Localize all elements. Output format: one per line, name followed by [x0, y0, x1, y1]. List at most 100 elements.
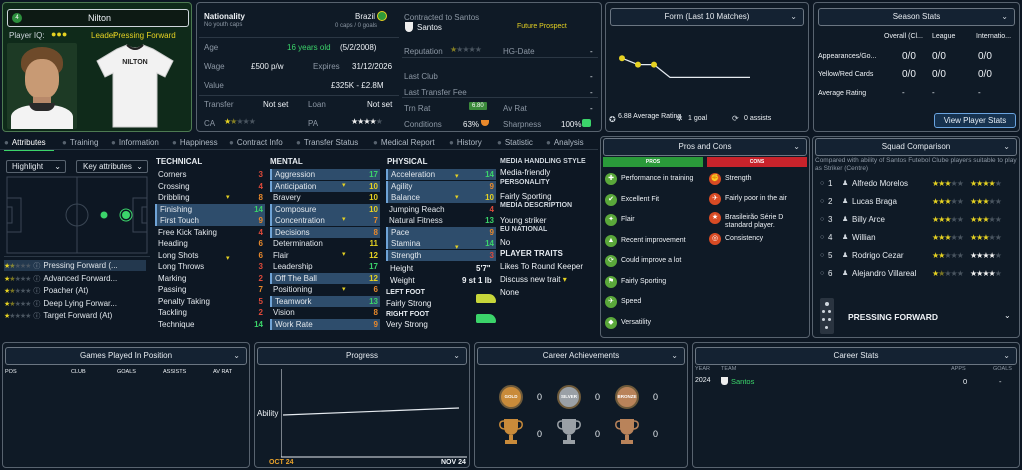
- tab-medical-report[interactable]: ● Medical Report: [373, 138, 435, 147]
- attribute-pace[interactable]: Pace 9: [386, 226, 496, 238]
- attribute-technique[interactable]: Technique 14: [158, 319, 263, 329]
- attribute-positioning[interactable]: Positioning 6: [273, 285, 378, 294]
- role-row[interactable]: ★★★★★ ⓘ Advanced Forward...: [4, 273, 146, 284]
- career-stats-header[interactable]: Career Stats ⌄: [695, 347, 1017, 365]
- season-header[interactable]: Season Stats ⌄: [818, 8, 1015, 26]
- attribute-heading[interactable]: Heading 6: [158, 239, 263, 248]
- achievements-header[interactable]: Career Achievements ⌄: [477, 347, 685, 365]
- pros-cons-header[interactable]: Pros and Cons ⌄: [603, 138, 807, 156]
- tab-transfer-status[interactable]: ● Transfer Status: [296, 138, 359, 147]
- attribute-long-throws[interactable]: Long Throws 3: [158, 262, 263, 271]
- stats-team[interactable]: Santos: [731, 377, 755, 386]
- form-header[interactable]: Form (Last 10 Matches) ⌄: [610, 8, 804, 26]
- attribute-determination[interactable]: Determination 11: [273, 239, 378, 248]
- attribute-flair[interactable]: Flair 12: [273, 250, 378, 260]
- col-apps: APPS: [951, 366, 966, 372]
- info-icon[interactable]: ⓘ: [33, 263, 41, 270]
- left-boot-icon: [476, 294, 496, 303]
- conditions-icon: [481, 120, 489, 126]
- player-name-bar[interactable]: 4 Nilton: [7, 9, 189, 27]
- attribute-strength[interactable]: Strength 3: [386, 249, 496, 261]
- club-name[interactable]: Santos: [417, 23, 442, 32]
- view-player-stats-button[interactable]: View Player Stats: [934, 113, 1016, 128]
- pro-icon: ✈: [605, 296, 617, 308]
- squad-row[interactable]: ○ 1 ♟ Alfredo Morelos ★★★★★ ★★★★★: [820, 176, 1014, 191]
- last-club-label: Last Club: [404, 72, 438, 81]
- attribute-finishing[interactable]: Finishing 14: [155, 203, 265, 215]
- attribute-anticipation[interactable]: Anticipation 10: [270, 180, 380, 192]
- tab-training[interactable]: ● Training: [62, 138, 99, 147]
- attribute-crossing[interactable]: Crossing 4: [158, 181, 263, 191]
- season-value: 0/0: [902, 69, 916, 80]
- weight-label: Weight: [390, 276, 415, 285]
- progress-header[interactable]: Progress ⌄: [257, 347, 467, 365]
- squad-row[interactable]: ○ 4 ♟ Willian ★★★★★ ★★★★★: [820, 230, 1014, 245]
- tab-statistic[interactable]: ● Statistic: [497, 138, 533, 147]
- attribute-concentration[interactable]: Concentration 7: [270, 215, 380, 226]
- attribute-teamwork[interactable]: Teamwork 13: [270, 295, 380, 307]
- attribute-penalty-taking[interactable]: Penalty Taking 5: [158, 296, 263, 306]
- attribute-decisions[interactable]: Decisions 8: [270, 226, 380, 238]
- key-attributes-dropdown[interactable]: Key attributes ⌄: [76, 160, 148, 173]
- tab-attributes[interactable]: ● Attributes: [4, 138, 46, 147]
- attribute-first-touch[interactable]: First Touch 9: [155, 215, 265, 226]
- games-header[interactable]: Games Played In Position ⌄: [5, 347, 247, 365]
- col-team: TEAM: [721, 366, 737, 372]
- attribute-value: 7: [373, 216, 378, 225]
- pro-icon: ✦: [605, 214, 617, 226]
- attribute-corners[interactable]: Corners 3: [158, 170, 263, 179]
- role-row[interactable]: ★★★★★ ⓘ Deep Lying Forwar...: [4, 298, 146, 309]
- info-panel: Nationality No youth caps Brazil 0 caps …: [196, 2, 602, 132]
- attribute-balance[interactable]: Balance 10: [386, 192, 496, 203]
- squad-row[interactable]: ○ 5 ♟ Rodrigo Cezar ★★★★★ ★★★★★: [820, 248, 1014, 263]
- tab-happiness[interactable]: ● Happiness: [172, 138, 218, 147]
- role-row[interactable]: ★★★★★ ⓘ Poacher (At): [4, 285, 146, 296]
- games-played-panel: Games Played In Position ⌄ POS CLUB GOALS…: [2, 342, 250, 468]
- attribute-value: 8: [373, 308, 378, 317]
- season-value: -: [932, 88, 935, 97]
- nationality[interactable]: Brazil: [355, 12, 376, 21]
- attribute-aggression[interactable]: Aggression 17: [270, 169, 380, 180]
- attribute-marking[interactable]: Marking 2: [158, 273, 263, 283]
- attribute-natural-fitness[interactable]: Natural Fitness 13: [389, 216, 494, 225]
- tab-analysis[interactable]: ● Analysis: [546, 138, 584, 147]
- squad-row[interactable]: ○ 3 ♟ Billy Arce ★★★★★ ★★★★★: [820, 212, 1014, 227]
- attribute-dribbling[interactable]: Dribbling 8: [158, 193, 263, 202]
- squad-row[interactable]: ○ 6 ♟ Alejandro Villareal ★★★★★ ★★★★★: [820, 266, 1014, 281]
- attribute-acceleration[interactable]: Acceleration 14: [386, 169, 496, 180]
- attribute-jumping-reach[interactable]: Jumping Reach 4: [389, 204, 494, 214]
- tab-contract-info[interactable]: ● Contract Info: [229, 138, 283, 147]
- attribute-off-the-ball[interactable]: Off The Ball 12: [270, 272, 380, 284]
- selected-role: PRESSING FORWARD: [848, 312, 939, 322]
- pro-icon: ⟳: [605, 255, 617, 267]
- attribute-vision[interactable]: Vision 8: [273, 308, 378, 317]
- info-icon[interactable]: ⓘ: [33, 300, 41, 308]
- attribute-tackling[interactable]: Tackling 2: [158, 308, 263, 317]
- info-icon[interactable]: ⓘ: [33, 288, 41, 295]
- highlight-dropdown[interactable]: Highlight ⌄: [6, 160, 66, 173]
- role-row[interactable]: ★★★★★ ⓘ Target Forward (At): [4, 310, 146, 321]
- info-icon[interactable]: ⓘ: [33, 275, 41, 283]
- tab-information[interactable]: ● Information: [111, 138, 159, 147]
- attribute-free-kick-taking[interactable]: Free Kick Taking 4: [158, 227, 263, 237]
- info-icon[interactable]: ⓘ: [33, 313, 41, 320]
- attribute-agility[interactable]: Agility 9: [386, 180, 496, 192]
- squad-row[interactable]: ○ 2 ♟ Lucas Braga ★★★★★ ★★★★★: [820, 194, 1014, 209]
- tab-history[interactable]: ● History: [449, 138, 482, 147]
- con-item: Consistency: [725, 235, 764, 242]
- attribute-work-rate[interactable]: Work Rate 9: [270, 318, 380, 330]
- attribute-long-shots[interactable]: Long Shots 6: [158, 250, 263, 260]
- attribute-passing[interactable]: Passing 7: [158, 285, 263, 294]
- attribute-stamina[interactable]: Stamina 14: [386, 238, 496, 249]
- person-icon: ♟: [842, 216, 849, 223]
- attribute-bravery[interactable]: Bravery 10: [273, 193, 378, 202]
- stats-year: 2024: [695, 377, 711, 384]
- attribute-leadership[interactable]: Leadership 17: [273, 262, 378, 271]
- role-row[interactable]: ★★★★★ ⓘ Pressing Forward (...: [4, 260, 146, 271]
- attribute-composure[interactable]: Composure 10: [270, 203, 380, 215]
- role-selector[interactable]: PRESSING FORWARD ⌄: [816, 296, 1016, 334]
- progress-chart: [281, 369, 467, 458]
- squad-header[interactable]: Squad Comparison ⌄: [815, 138, 1017, 156]
- discuss-trait-link[interactable]: Discuss new trait ▾: [500, 275, 567, 284]
- pro-item: Excellent Fit: [621, 195, 660, 203]
